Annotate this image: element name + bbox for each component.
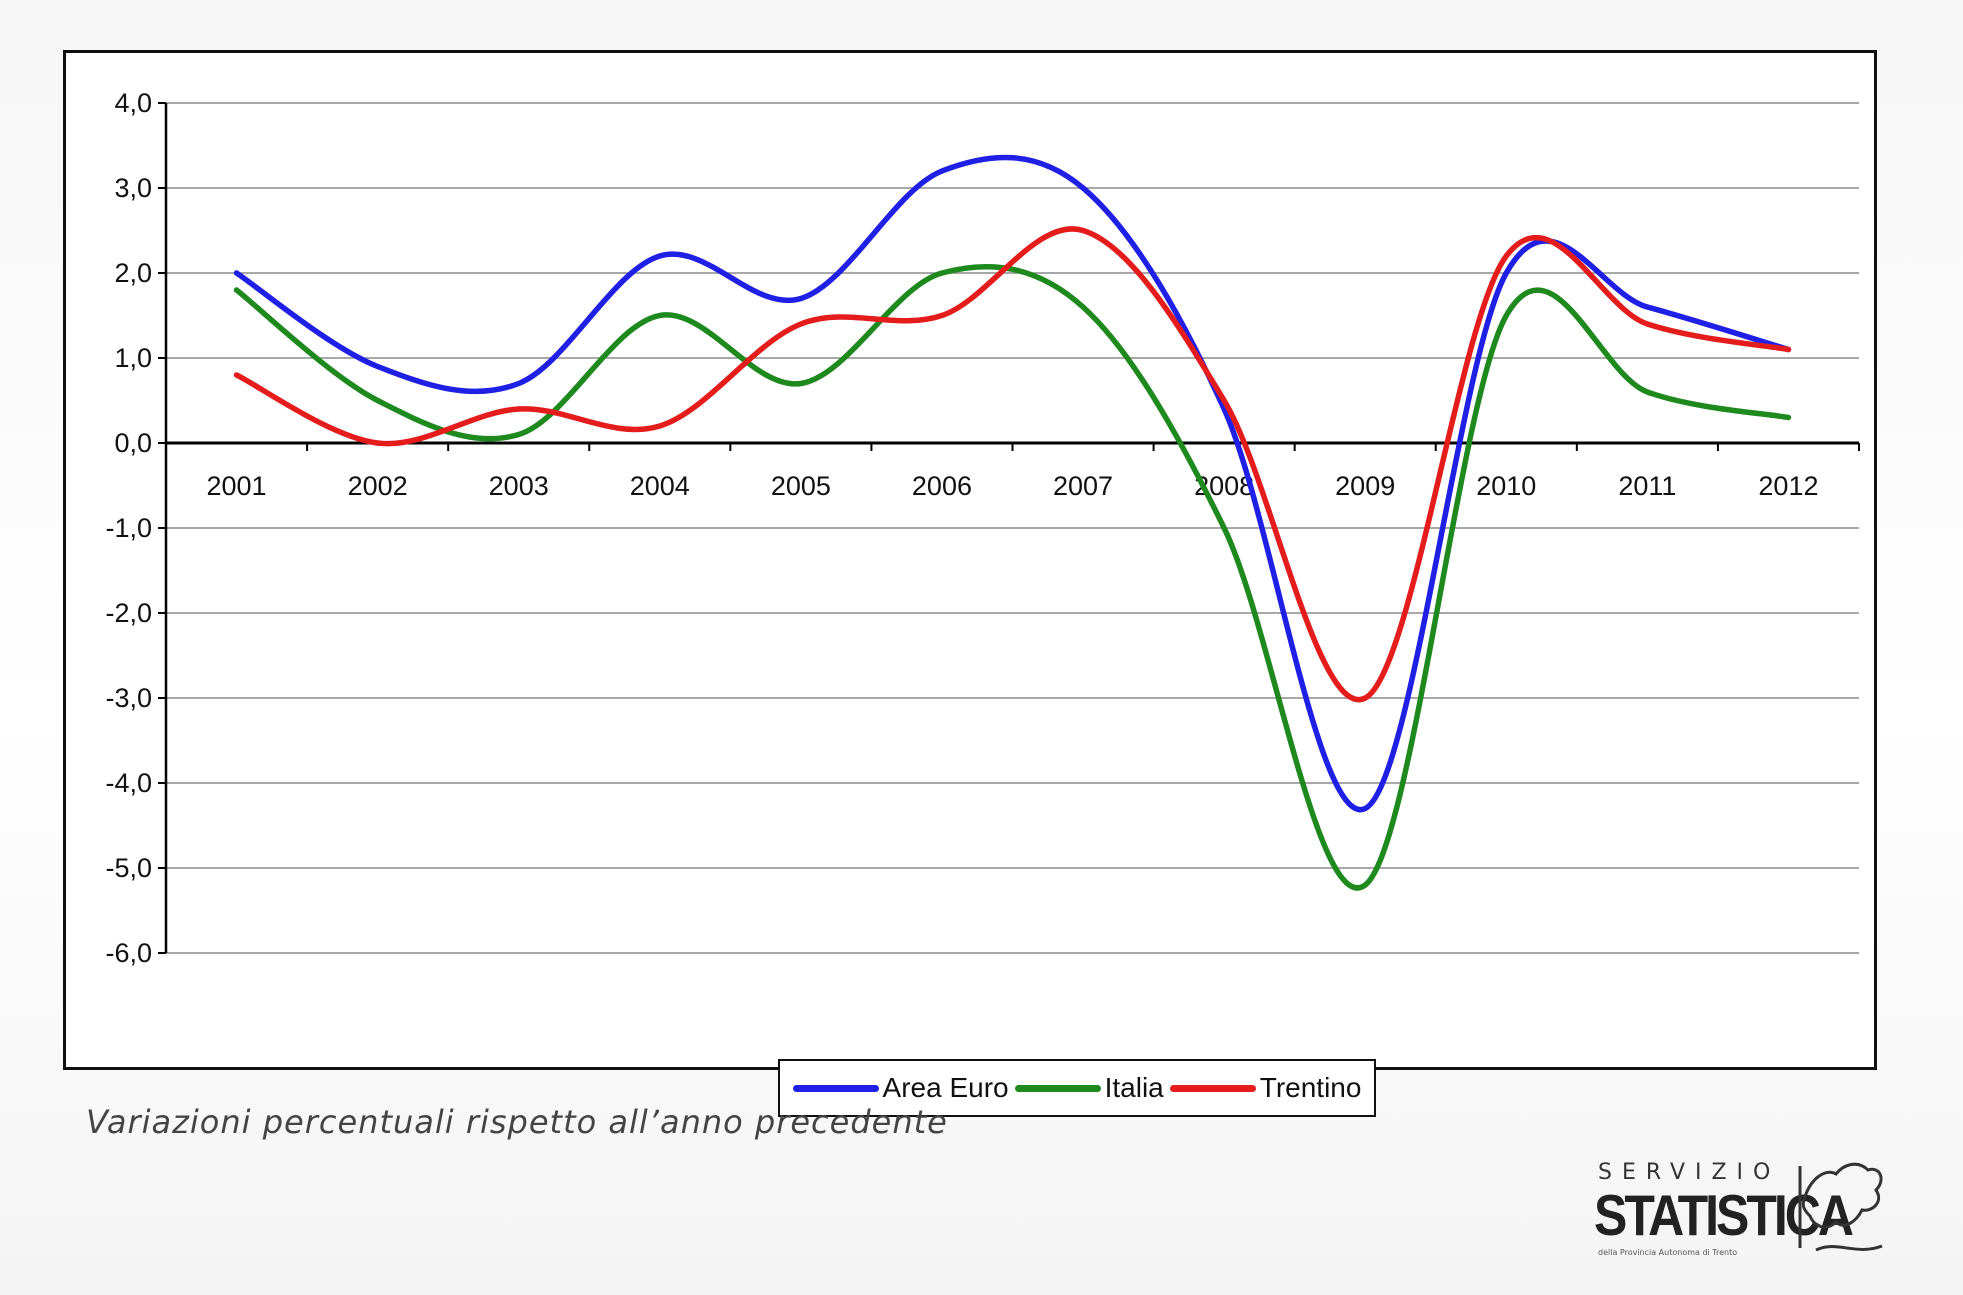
legend-label-trentino: Trentino	[1259, 1072, 1362, 1103]
data-point-trentino	[233, 372, 240, 378]
logo-top-text: SERVIZIO	[1598, 1160, 1781, 1185]
data-point-trentino	[1644, 321, 1650, 327]
data-point-italia	[1080, 304, 1086, 310]
data-point-trentino	[939, 312, 945, 319]
legend-item-trentino: Trentino	[1169, 1072, 1362, 1104]
legend-label-area-euro: Area Euro	[882, 1072, 1009, 1103]
y-tick-label: 1,0	[114, 343, 152, 373]
x-tick-label: 2001	[207, 471, 267, 501]
y-tick-label: -1,0	[105, 513, 152, 543]
x-tick-label: 2003	[489, 471, 549, 501]
x-tick-label: 2006	[912, 471, 972, 501]
data-point-italia	[1221, 525, 1227, 531]
data-point-italia	[1503, 312, 1509, 319]
trentino-map-icon	[1798, 1162, 1883, 1252]
data-point-area-euro	[798, 295, 804, 302]
data-point-area-euro	[516, 380, 522, 387]
series-lines	[233, 154, 1792, 891]
line-chart: 4,0 3,0 2,0 1,0 0,0 -1,0 -2,0 -3,0 -4,0 -5,0 -6,0 2…	[105, 88, 1860, 968]
x-tick-label: 2005	[771, 471, 831, 501]
x-tick-label: 2009	[1335, 471, 1395, 501]
data-point-trentino	[798, 321, 804, 327]
data-point-area-euro	[233, 270, 240, 276]
x-tick-label: 2007	[1053, 471, 1113, 501]
data-point-trentino	[657, 423, 663, 429]
servizio-statistica-logo: SERVIZIO STATISTICA della Provincia Auto…	[1590, 1160, 1890, 1270]
logo-sub-text: della Provincia Autonoma di Trento	[1598, 1248, 1738, 1257]
data-point-italia	[1362, 882, 1368, 888]
y-tick-label: -2,0	[105, 598, 152, 628]
data-point-trentino	[516, 406, 522, 412]
data-point-area-euro	[657, 253, 663, 259]
data-point-italia	[1644, 389, 1650, 395]
legend-swatch-area-euro	[792, 1084, 879, 1092]
gridlines	[166, 102, 1859, 954]
data-point-italia	[657, 312, 663, 319]
data-point-area-euro	[939, 168, 945, 174]
data-point-trentino	[1362, 695, 1368, 701]
x-tick-label: 2011	[1618, 471, 1676, 501]
x-tick-label: 2012	[1758, 471, 1818, 501]
data-point-italia	[516, 431, 522, 438]
x-tick-label: 2002	[348, 471, 408, 501]
series-line-trentino	[233, 226, 1792, 703]
data-point-area-euro	[1644, 304, 1650, 310]
data-point-trentino	[1080, 227, 1086, 234]
y-tick-label: 4,0	[114, 88, 152, 118]
chart-legend: Area Euro Italia Trentino	[778, 1059, 1376, 1117]
data-point-italia	[939, 270, 945, 276]
y-tick-label: 3,0	[114, 173, 152, 203]
y-tick-label: 2,0	[114, 258, 152, 288]
series-line-area-euro	[233, 154, 1792, 813]
legend-item-italia: Italia	[1014, 1072, 1164, 1104]
data-point-area-euro	[375, 363, 381, 370]
x-tick-label: 2010	[1476, 471, 1536, 501]
data-point-trentino	[1221, 397, 1227, 404]
series-line-italia	[233, 263, 1792, 891]
data-point-italia	[798, 380, 804, 387]
data-point-trentino	[1503, 253, 1509, 259]
chart-caption: Variazioni percentuali rispetto all’anno…	[86, 1103, 948, 1141]
legend-label-italia: Italia	[1104, 1072, 1164, 1103]
legend-swatch-italia	[1014, 1084, 1101, 1092]
legend-item-area-euro: Area Euro	[792, 1072, 1009, 1104]
data-point-trentino	[1785, 346, 1792, 353]
y-tick-label: -5,0	[105, 853, 152, 883]
data-point-italia	[233, 287, 240, 293]
y-tick-label: -4,0	[105, 768, 152, 798]
y-tick-label: -3,0	[105, 683, 152, 713]
x-tick-label: 2004	[630, 471, 690, 501]
data-point-area-euro	[1503, 270, 1509, 276]
y-tick-label: -6,0	[105, 938, 152, 968]
data-point-area-euro	[1362, 805, 1368, 812]
legend-swatch-trentino	[1169, 1084, 1256, 1092]
axes: 4,0 3,0 2,0 1,0 0,0 -1,0 -2,0 -3,0 -4,0 -5,0 -6,0 2…	[105, 88, 1860, 968]
data-point-italia	[375, 397, 381, 404]
y-tick-label: 0,0	[114, 428, 152, 458]
data-point-trentino	[375, 440, 381, 446]
data-point-area-euro	[1080, 185, 1086, 191]
chart-frame: 4,0 3,0 2,0 1,0 0,0 -1,0 -2,0 -3,0 -4,0 -5,0 -6,0 2…	[63, 50, 1877, 1117]
data-point-italia	[1785, 414, 1792, 421]
